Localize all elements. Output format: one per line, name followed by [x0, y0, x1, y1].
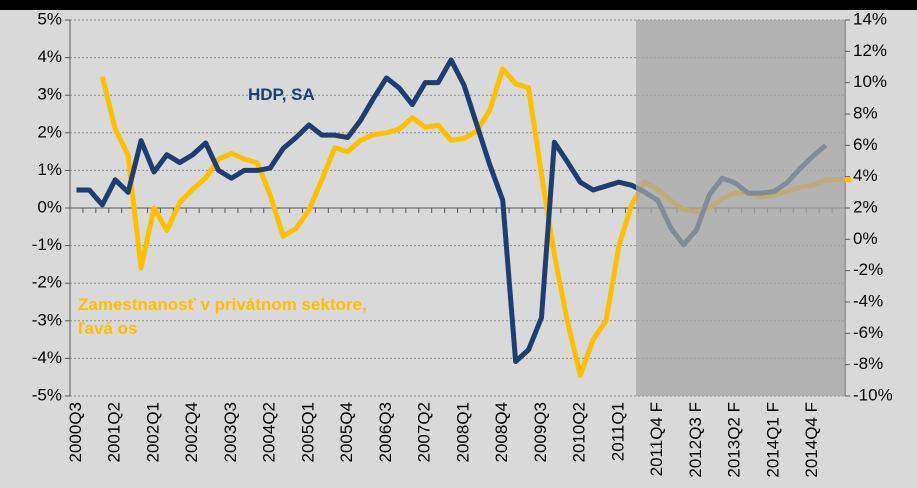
- x-tick-label: 2002Q1: [143, 402, 162, 463]
- y-tick-label: 0%: [37, 197, 62, 216]
- y2-tick-label: 6%: [853, 135, 878, 154]
- y-tick-label: 2%: [37, 122, 62, 141]
- x-tick-label: 2008Q1: [453, 402, 472, 463]
- y2-tick-label: 12%: [853, 41, 887, 60]
- y2-tick-label: -6%: [853, 323, 883, 342]
- y2-tick-label: 0%: [853, 229, 878, 248]
- x-tick-label: 2014Q1 F: [763, 402, 782, 478]
- y2-tick-label: 2%: [853, 197, 878, 216]
- y-tick-label: -4%: [32, 348, 62, 367]
- y2-tick-label: -2%: [853, 260, 883, 279]
- x-tick-label: 2006Q3: [376, 402, 395, 463]
- y2-tick-label: 4%: [853, 166, 878, 185]
- x-tick-label: 2005Q4: [337, 402, 356, 463]
- x-tick-label: 2012Q3 F: [686, 402, 705, 478]
- y-tick-label: 4%: [37, 47, 62, 66]
- y2-tick-label: 14%: [853, 9, 887, 28]
- x-tick-label: 2002Q4: [182, 402, 201, 463]
- x-tick-label: 2003Q3: [221, 402, 240, 463]
- x-tick-label: 2001Q2: [105, 402, 124, 463]
- y2-tick-label: -8%: [853, 354, 883, 373]
- x-tick-label: 2004Q2: [260, 402, 279, 463]
- x-tick-label: 2009Q3: [531, 402, 550, 463]
- forecast-shade: [636, 20, 845, 396]
- x-tick-label: 2011Q4 F: [647, 402, 666, 476]
- y2-tick-label: 10%: [853, 72, 887, 91]
- y-tick-label: -5%: [32, 385, 62, 404]
- y-tick-label: -2%: [32, 273, 62, 292]
- y2-tick-label: -10%: [853, 385, 893, 404]
- x-tick-label: 2013Q2 F: [725, 402, 744, 478]
- y2-tick-label: 8%: [853, 103, 878, 122]
- x-tick-label: 2008Q4: [492, 402, 511, 463]
- x-tick-label: 2011Q1: [608, 402, 627, 461]
- x-tick-label: 2005Q1: [298, 402, 317, 463]
- x-tick-label: 2014Q4 F: [802, 402, 821, 478]
- employment-label: Zamestnanosť v privátnom sektore, ľavá o…: [78, 295, 367, 338]
- x-tick-label: 2007Q2: [415, 402, 434, 463]
- y-tick-label: -1%: [32, 235, 62, 254]
- y-tick-label: 1%: [37, 160, 62, 179]
- hdp-label: HDP, SA: [248, 85, 315, 104]
- x-tick-label: 2010Q2: [570, 402, 589, 463]
- y-tick-label: 3%: [37, 85, 62, 104]
- header-bar: [0, 0, 917, 10]
- y-tick-label: 5%: [37, 9, 62, 28]
- y-tick-label: -3%: [32, 310, 62, 329]
- y2-tick-label: -4%: [853, 291, 883, 310]
- x-tick-label: 2000Q3: [66, 402, 85, 463]
